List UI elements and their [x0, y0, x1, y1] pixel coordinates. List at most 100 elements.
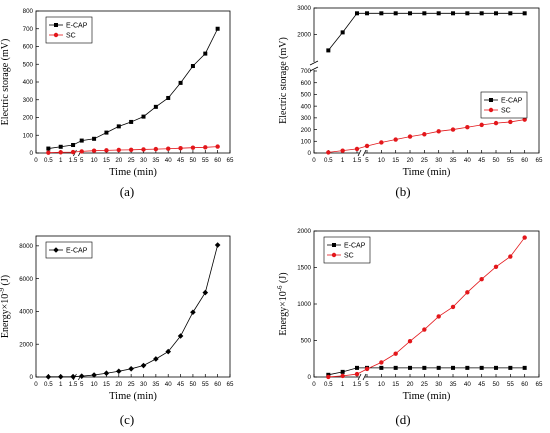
data-point-ecap [116, 124, 121, 129]
data-point-ecap [92, 136, 97, 141]
data-point-sc [153, 146, 159, 152]
legend-swatch-marker [53, 247, 59, 253]
x-tick-label: 55 [507, 157, 514, 164]
data-point-sc [465, 125, 470, 130]
legend-box [45, 241, 93, 259]
y-tick-label: 300 [23, 97, 34, 104]
data-point-ecap [436, 365, 441, 370]
data-point-ecap [494, 365, 499, 370]
data-point-sc [379, 360, 384, 365]
data-point-ecap [451, 11, 456, 16]
y-axis-label-text: Energy×10 [0, 294, 11, 338]
x-axis-break-mark [362, 149, 367, 157]
x-tick-label: 1.5 [69, 157, 78, 164]
series-line-ecap [328, 12, 525, 51]
data-point-ecap [365, 11, 370, 16]
y-tick-label: 2000 [19, 341, 33, 348]
x-tick-label: 50 [493, 157, 500, 164]
data-point-sc [479, 276, 484, 282]
data-point-sc [116, 147, 121, 153]
x-tick-label: 60 [521, 157, 528, 164]
data-point-ecap [103, 370, 110, 377]
y-tick-label: 300 [301, 115, 312, 122]
data-point-ecap [465, 11, 470, 16]
y-tick-label: 600 [301, 80, 312, 87]
x-tick-label: 40 [165, 157, 172, 164]
chart-panel-c: 0 0.5 1 1.5 5 10 15 20 25 30 35 40 45 50 55 60 65 0 2000 40… [0, 235, 234, 402]
x-tick-label: 65 [227, 381, 234, 388]
x-tick-label: 0 [312, 157, 316, 164]
y-tick-label: 1500 [297, 265, 311, 272]
data-point-ecap [166, 95, 171, 100]
x-tick-label: 25 [421, 381, 428, 388]
x-tick-label: 5 [80, 157, 84, 164]
data-point-sc [104, 148, 109, 153]
data-point-sc [436, 129, 441, 134]
data-point-ecap [494, 11, 499, 16]
x-tick-label: 30 [140, 381, 147, 388]
x-axis-break-gap [359, 374, 366, 380]
legend-swatch-marker [489, 98, 493, 102]
x-axis-break-mark [362, 373, 367, 381]
x-tick-label: 1 [59, 381, 63, 388]
data-point-ecap [340, 369, 345, 374]
x-axis-break-gap [359, 150, 366, 156]
data-point-ecap [522, 11, 527, 16]
data-point-ecap [479, 11, 484, 16]
x-tick-label: 60 [214, 381, 221, 388]
x-tick-label: 20 [115, 157, 122, 164]
x-tick-label: 1.5 [353, 157, 362, 164]
x-tick-label: 35 [450, 381, 457, 388]
y-tick-label: 700 [23, 26, 34, 33]
x-tick-label: 5 [80, 381, 84, 388]
x-tick-label: 0 [34, 157, 38, 164]
data-point-sc [379, 140, 384, 145]
x-tick-label: 30 [435, 157, 442, 164]
x-tick-label: 1 [341, 381, 345, 388]
data-point-sc [422, 132, 427, 137]
data-point-ecap [178, 80, 183, 85]
x-tick-label: 25 [128, 157, 135, 164]
data-point-sc [393, 351, 398, 356]
x-tick-label: 20 [407, 157, 414, 164]
data-point-sc [364, 143, 370, 149]
x-tick-label: 15 [103, 381, 110, 388]
y-axis-break-gap [311, 62, 317, 70]
data-point-sc [522, 235, 527, 240]
y-tick-label: 2000 [297, 228, 311, 235]
y-tick-label: 0 [308, 150, 312, 157]
y-tick-label: 3000 [297, 5, 311, 12]
legend-box [45, 16, 93, 44]
data-point-ecap [215, 26, 220, 31]
y-tick-label: 500 [301, 338, 312, 345]
x-tick-label: 5 [365, 157, 369, 164]
legend-box [480, 91, 528, 119]
legend-swatch-marker [53, 32, 59, 38]
data-point-ecap [522, 365, 527, 370]
chart-panel-d: 0 0.5 1 1.5 5 10 15 20 25 30 35 40 45 50 55 60 65 0 500 100… [276, 228, 543, 402]
x-tick-label: 10 [91, 381, 98, 388]
x-tick-label: 1 [341, 157, 345, 164]
x-tick-label: 0.5 [324, 381, 333, 388]
data-point-sc [354, 371, 360, 377]
y-tick-label: 100 [23, 132, 34, 139]
y-tick-label: 0 [308, 374, 312, 381]
data-point-sc [46, 150, 51, 155]
x-axis-break-mark [357, 149, 362, 157]
data-point-ecap [354, 11, 359, 16]
data-point-sc [364, 366, 370, 372]
x-tick-label: 30 [435, 381, 442, 388]
y-tick-label: 200 [301, 127, 312, 134]
x-tick-label: 20 [407, 381, 414, 388]
data-point-sc [178, 146, 183, 151]
data-point-sc [436, 314, 441, 319]
x-axis-label: Time (min) [109, 167, 157, 178]
data-point-ecap [214, 242, 221, 248]
data-point-sc [465, 290, 470, 295]
data-point-ecap [379, 365, 384, 370]
y-tick-label: 8000 [19, 243, 33, 250]
y-tick-label: 6000 [19, 276, 33, 283]
data-point-sc [422, 327, 427, 332]
data-point-sc [340, 373, 345, 379]
